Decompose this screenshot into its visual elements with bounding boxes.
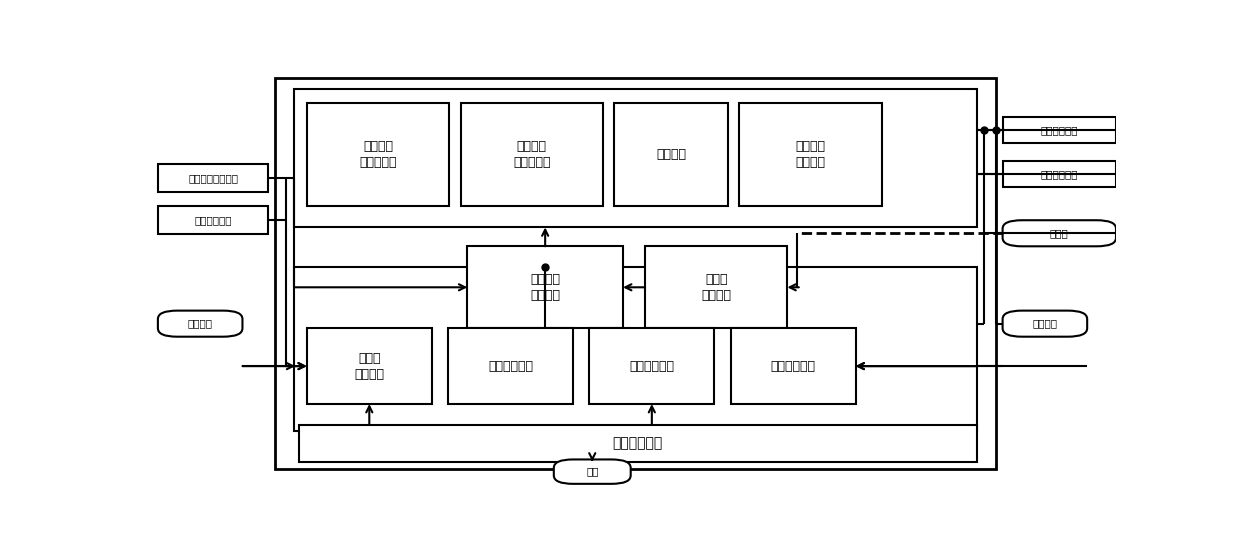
FancyBboxPatch shape bbox=[730, 328, 856, 404]
FancyBboxPatch shape bbox=[554, 459, 631, 484]
Text: 系统功能
显示模块: 系统功能 显示模块 bbox=[795, 140, 826, 169]
FancyBboxPatch shape bbox=[589, 328, 714, 404]
Text: 用户: 用户 bbox=[587, 467, 599, 477]
FancyBboxPatch shape bbox=[306, 103, 449, 206]
FancyBboxPatch shape bbox=[299, 425, 977, 461]
Text: 态势驱动模块: 态势驱动模块 bbox=[630, 360, 675, 372]
FancyBboxPatch shape bbox=[275, 78, 996, 469]
Text: 雷达模块: 雷达模块 bbox=[656, 149, 686, 162]
Text: 航空器
模型模块: 航空器 模型模块 bbox=[355, 352, 384, 381]
Text: 数据处理进程: 数据处理进程 bbox=[1040, 169, 1078, 180]
Text: 资源配置
可视化模块: 资源配置 可视化模块 bbox=[513, 140, 551, 169]
FancyBboxPatch shape bbox=[306, 328, 432, 404]
FancyBboxPatch shape bbox=[294, 268, 977, 431]
FancyBboxPatch shape bbox=[1003, 162, 1116, 187]
Text: 模型解析模块: 模型解析模块 bbox=[489, 360, 533, 372]
FancyBboxPatch shape bbox=[739, 103, 882, 206]
Text: 视景处理进程: 视景处理进程 bbox=[195, 215, 232, 225]
FancyBboxPatch shape bbox=[157, 206, 268, 234]
Text: 通信网路
可视化模块: 通信网路 可视化模块 bbox=[360, 140, 397, 169]
FancyBboxPatch shape bbox=[614, 103, 728, 206]
Text: 用户接口模块: 用户接口模块 bbox=[613, 436, 663, 450]
Text: 数据库
接口模块: 数据库 接口模块 bbox=[702, 273, 732, 302]
FancyBboxPatch shape bbox=[1003, 311, 1087, 337]
FancyBboxPatch shape bbox=[157, 164, 268, 192]
Text: 飞行场景模块: 飞行场景模块 bbox=[770, 360, 816, 372]
FancyBboxPatch shape bbox=[467, 246, 622, 328]
Text: 数据库: 数据库 bbox=[1050, 228, 1069, 238]
Text: 三维建模: 三维建模 bbox=[1033, 319, 1058, 329]
Text: 视景显示进程: 视景显示进程 bbox=[1040, 125, 1078, 135]
FancyBboxPatch shape bbox=[460, 103, 603, 206]
FancyBboxPatch shape bbox=[1003, 220, 1116, 246]
Text: 动态能力响应进程: 动态能力响应进程 bbox=[188, 173, 238, 183]
FancyBboxPatch shape bbox=[294, 88, 977, 227]
FancyBboxPatch shape bbox=[157, 311, 243, 337]
FancyBboxPatch shape bbox=[1003, 117, 1116, 143]
Text: 三维建模: 三维建模 bbox=[187, 319, 213, 329]
FancyBboxPatch shape bbox=[448, 328, 573, 404]
Text: 动态能力
响应模块: 动态能力 响应模块 bbox=[531, 273, 560, 302]
FancyBboxPatch shape bbox=[645, 246, 787, 328]
